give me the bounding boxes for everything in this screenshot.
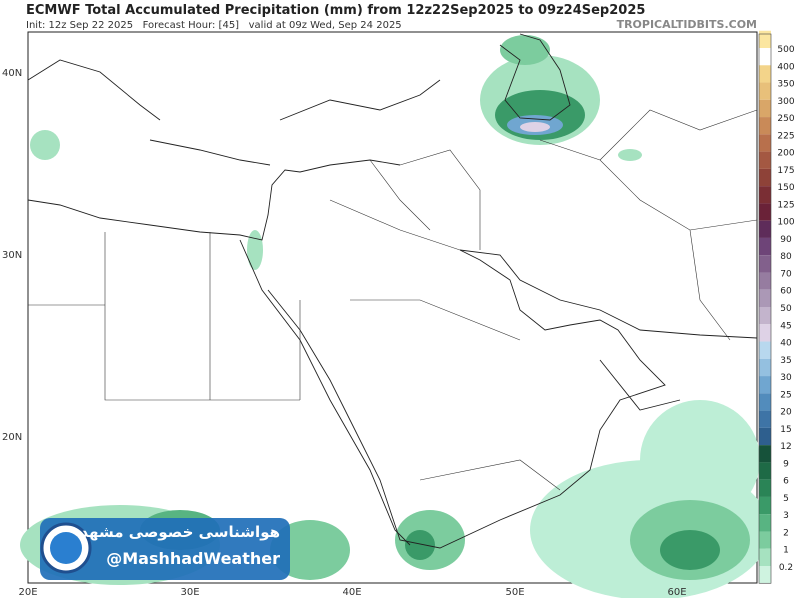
colorbar-label: 125 <box>777 200 794 210</box>
coastlines <box>27 33 758 549</box>
title: ECMWF Total Accumulated Precipitation (m… <box>26 3 645 18</box>
colorbar-swatch <box>759 220 771 238</box>
lon-label: 20E <box>18 587 37 598</box>
colorbar-label: 9 <box>783 459 789 469</box>
colorbar-swatch <box>759 307 771 325</box>
colorbar-label: 1 <box>783 546 789 556</box>
colorbar-label: 90 <box>780 235 792 245</box>
colorbar-swatch <box>759 410 771 428</box>
colorbar-swatch <box>759 427 771 446</box>
map <box>20 31 770 598</box>
colorbar-swatch <box>759 462 771 480</box>
colorbar-swatch <box>759 65 771 83</box>
source: TROPICALTIDBITS.COM <box>617 18 757 31</box>
colorbar-swatch <box>759 496 771 515</box>
colorbar-frame <box>758 33 772 584</box>
lat-label: 40N <box>2 68 22 79</box>
colorbar-swatch <box>759 548 771 566</box>
colorbar-label: 150 <box>777 183 794 193</box>
colorbar-label: 50 <box>780 304 792 314</box>
colorbar-swatch <box>759 117 771 135</box>
colorbar-label: 300 <box>777 97 794 107</box>
colorbar-label: 30 <box>780 373 792 383</box>
colorbar-swatch <box>759 151 771 169</box>
colorbar-label: 70 <box>780 269 792 279</box>
lon-label: 60E <box>667 587 686 598</box>
colorbar-swatch <box>759 82 771 100</box>
colorbar-swatch <box>759 134 771 152</box>
colorbar-label: 60 <box>780 287 792 297</box>
colorbar-label: 225 <box>777 131 794 141</box>
colorbar-label: 3 <box>783 511 789 521</box>
colorbar-swatch <box>759 237 771 256</box>
colorbar-swatch <box>759 186 771 204</box>
colorbar-label: 500 <box>777 45 794 55</box>
lon-label: 40E <box>342 587 361 598</box>
borders <box>28 109 758 491</box>
colorbar-swatch <box>759 341 771 359</box>
colorbar-label: 40 <box>780 339 792 349</box>
colorbar-swatch <box>759 514 771 532</box>
colorbar-label: 2 <box>783 528 789 538</box>
colorbar-label: 175 <box>777 166 794 176</box>
colorbar-label: 12 <box>780 442 791 452</box>
colorbar-swatch <box>759 376 771 394</box>
colorbar-label: 45 <box>780 321 791 331</box>
colorbar-swatch <box>759 393 771 411</box>
colorbar-label: 15 <box>780 425 791 435</box>
colorbar: 5004003503002502252001751501251009080706… <box>758 30 795 584</box>
colorbar-swatch <box>759 99 771 118</box>
watermark-handle: @MashhadWeather <box>106 549 280 568</box>
watermark-name: هواشناسی خصوصی مشهد <box>80 523 280 541</box>
colorbar-label: 0.2 <box>779 563 793 573</box>
colorbar-swatch <box>759 445 771 463</box>
lat-label: 20N <box>2 432 22 443</box>
colorbar-label: 400 <box>777 62 794 72</box>
colorbar-swatch <box>759 255 771 273</box>
logo-inner <box>50 532 82 564</box>
lon-label: 30E <box>180 587 199 598</box>
colorbar-swatch <box>759 272 771 290</box>
colorbar-swatch <box>759 324 771 342</box>
colorbar-swatch <box>759 30 771 48</box>
lon-label: 50E <box>505 587 524 598</box>
subtitle: Init: 12z Sep 22 2025 Forecast Hour: [45… <box>26 20 402 31</box>
colorbar-label: 20 <box>780 408 792 418</box>
colorbar-swatch <box>759 203 771 221</box>
colorbar-swatch <box>759 289 771 307</box>
colorbar-label: 250 <box>777 114 794 124</box>
colorbar-label: 350 <box>777 80 794 90</box>
colorbar-label: 5 <box>783 494 789 504</box>
lat-label: 30N <box>2 250 22 261</box>
colorbar-swatch <box>759 358 771 377</box>
colorbar-label: 80 <box>780 252 792 262</box>
colorbar-label: 25 <box>780 390 791 400</box>
colorbar-swatch <box>759 566 771 584</box>
colorbar-swatch <box>759 531 771 549</box>
colorbar-label: 35 <box>780 356 791 366</box>
colorbar-label: 6 <box>783 477 789 487</box>
watermark: هواشناسی خصوصی مشهد @MashhadWeather <box>40 518 290 580</box>
colorbar-label: 200 <box>777 149 794 159</box>
colorbar-label: 100 <box>777 218 794 228</box>
watermark-box <box>40 518 290 580</box>
colorbar-swatch <box>759 479 771 497</box>
colorbar-swatch <box>759 168 771 187</box>
